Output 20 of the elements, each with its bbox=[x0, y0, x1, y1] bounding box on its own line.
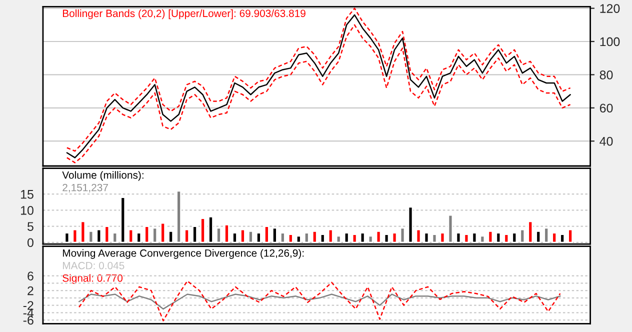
y-tick-label: 100 bbox=[600, 37, 620, 46]
y-tick-label: 0 bbox=[27, 238, 34, 248]
annotation: MACD: 0.045 bbox=[62, 262, 124, 270]
annotation: Bollinger Bands (20,2) [Upper/Lower]: 69.903/63.819 bbox=[62, 9, 306, 20]
annotation: Moving Average Convergence Divergence (12,26,9): bbox=[62, 249, 304, 259]
y-tick-label: -6 bbox=[23, 316, 34, 325]
annotation: Volume (millions): bbox=[62, 171, 144, 181]
line-series bbox=[78, 294, 561, 310]
y-tick-label: 15 bbox=[21, 190, 34, 199]
y-tick-label: 2 bbox=[28, 286, 34, 296]
y-tick-label: 80 bbox=[600, 70, 613, 80]
y-tick-label: 120 bbox=[600, 4, 620, 13]
annotation: 2,151,237 bbox=[62, 184, 108, 192]
y-tick-label: 10 bbox=[21, 206, 34, 215]
annotation: Signal: 0.770 bbox=[62, 274, 123, 284]
y-tick-label: 40 bbox=[600, 136, 613, 146]
y-tick-label: -2 bbox=[23, 301, 34, 310]
y-tick-label: 6 bbox=[28, 272, 34, 280]
y-tick-label: 60 bbox=[600, 104, 613, 113]
y-tick-label: 5 bbox=[27, 222, 34, 231]
